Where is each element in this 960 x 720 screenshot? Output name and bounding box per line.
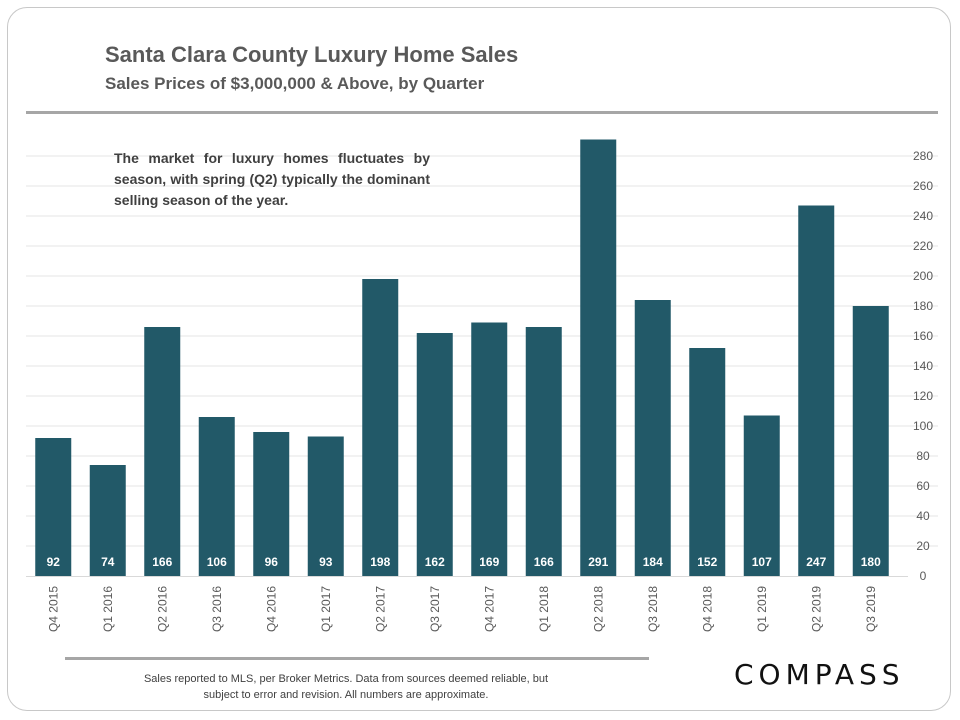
footer-note: Sales reported to MLS, per Broker Metric… [90,671,602,703]
bar [307,436,344,576]
x-tick-label: Q3 2019 [864,586,878,632]
x-tick-label: Q4 2018 [700,586,714,632]
bar-value-label: 93 [319,555,333,569]
y-tick-label: 240 [913,209,933,223]
y-tick-label: 40 [916,509,930,523]
x-tick-label: Q1 2018 [537,586,551,632]
bar-value-label: 247 [806,555,826,569]
x-tick-label: Q4 2016 [264,586,278,632]
bar-value-label: 166 [152,555,172,569]
x-tick-label: Q2 2016 [155,586,169,632]
compass-logo: COMPASS [734,658,905,691]
bar-value-label: 107 [752,555,772,569]
bar-value-label: 152 [697,555,717,569]
bar [689,348,726,576]
footer-note-line1: Sales reported to MLS, per Broker Metric… [143,673,549,685]
x-tick-label: Q1 2019 [755,586,769,632]
chart-subtitle: Sales Prices of $3,000,000 & Above, by Q… [105,74,485,93]
x-tick-label: Q2 2018 [591,586,605,632]
bar [89,465,126,576]
chart-title: Santa Clara County Luxury Home Sales [105,42,519,67]
x-tick-label: Q4 2017 [482,586,496,632]
x-tick-label: Q4 2015 [46,586,60,632]
x-tick-label: Q1 2017 [319,586,333,632]
x-tick-label: Q3 2017 [428,586,442,632]
bar-value-label: 184 [643,555,663,569]
bar-value-label: 96 [265,555,279,569]
bar [525,327,562,576]
bar [35,438,72,576]
bar-value-label: 74 [101,555,115,569]
bar-value-label: 92 [47,555,61,569]
bar-value-label: 106 [207,555,227,569]
bar-value-label: 180 [861,555,881,569]
y-tick-label: 140 [913,359,933,373]
x-tick-label: Q3 2016 [210,586,224,632]
bar-value-label: 162 [425,555,445,569]
y-tick-label: 180 [913,299,933,313]
bar [362,279,399,576]
slide-frame [7,7,951,711]
y-tick-label: 0 [920,569,927,583]
footer-divider [65,657,649,660]
y-tick-label: 100 [913,419,933,433]
bar-value-label: 291 [588,555,608,569]
y-tick-label: 280 [913,149,933,163]
bar-value-label: 169 [479,555,499,569]
title-divider [26,111,938,114]
bar [471,322,508,576]
x-tick-label: Q1 2016 [101,586,115,632]
x-tick-label: Q2 2019 [809,586,823,632]
bar-value-label: 198 [370,555,390,569]
bar [253,432,290,576]
bar [580,139,617,576]
chart-annotation: The market for luxury homes fluctuates b… [114,150,430,208]
x-tick-label: Q3 2018 [646,586,660,632]
y-tick-label: 200 [913,269,933,283]
y-tick-label: 260 [913,179,933,193]
y-tick-label: 20 [916,539,930,553]
bar [743,415,780,576]
bar [416,333,453,576]
y-tick-label: 120 [913,389,933,403]
footer-note-line2: subject to error and revision. All numbe… [203,689,489,701]
y-tick-label: 80 [916,449,930,463]
bar-value-label: 166 [534,555,554,569]
bar [198,417,235,576]
y-tick-label: 60 [916,479,930,493]
y-tick-label: 160 [913,329,933,343]
x-tick-label: Q2 2017 [373,586,387,632]
y-tick-label: 220 [913,239,933,253]
bar [634,300,671,576]
bar [798,205,835,576]
bar [852,306,889,576]
bar [144,327,181,576]
